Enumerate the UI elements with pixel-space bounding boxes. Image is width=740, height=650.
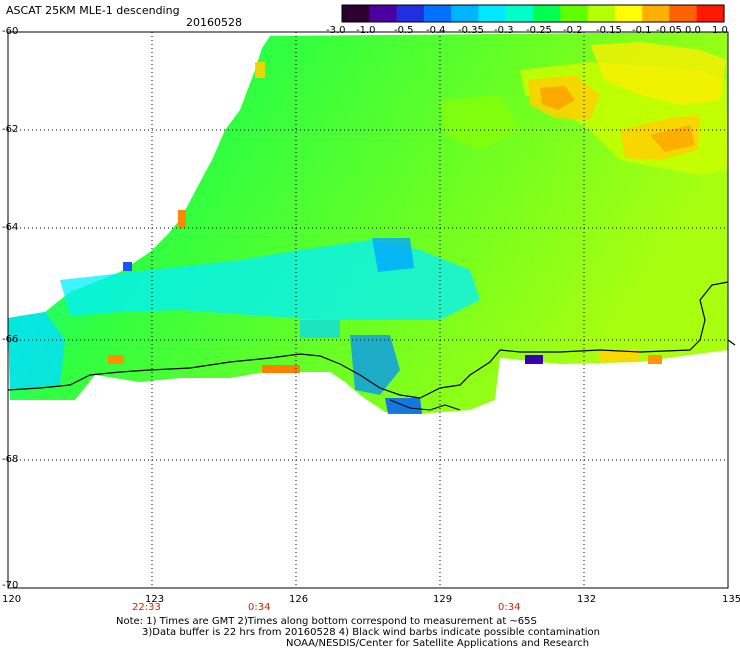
lat-label: -62: [2, 124, 19, 135]
colorbar-swatch: [614, 5, 643, 22]
colorbar-label: -0.3: [494, 25, 514, 36]
colorbar-swatch: [451, 5, 480, 22]
plot-frame: [7, 31, 729, 589]
lon-label: 126: [289, 594, 309, 605]
time-label: 22:33: [132, 602, 161, 613]
gridlines: [8, 32, 728, 588]
colorbar-swatch: [396, 5, 425, 22]
colorbar-swatch: [642, 5, 671, 22]
lat-label: -70: [2, 580, 19, 591]
colorbar: [341, 4, 725, 23]
colorbar-swatch: [560, 5, 589, 22]
note-line-1: Note: 1) Times are GMT 2)Times along bot…: [116, 616, 537, 627]
colorbar-label: 1.0: [712, 25, 728, 36]
lat-label: -68: [2, 454, 19, 465]
time-label: 0:34: [498, 602, 521, 613]
coastline: [7, 281, 736, 399]
colorbar-label: -3.0: [326, 25, 346, 36]
colorbar-swatch: [587, 5, 616, 22]
coastline-detail: [389, 399, 461, 411]
colorbar-label: -0.35: [458, 25, 484, 36]
time-label: 0:34: [248, 602, 271, 613]
lon-label: 132: [577, 594, 597, 605]
data-field: [8, 32, 728, 414]
note-line-3: NOAA/NESDIS/Center for Satellite Applica…: [286, 638, 590, 649]
colorbar-label: -0.2: [563, 25, 583, 36]
colorbar-label: -0.4: [426, 25, 446, 36]
colorbar-swatch: [342, 5, 370, 22]
colorbar-swatch: [478, 5, 507, 22]
colorbar-label: -0.15: [596, 25, 622, 36]
colorbar-label: -0.5: [394, 25, 414, 36]
colorbar-swatch: [423, 5, 452, 22]
colorbar-label: -1.0: [356, 25, 376, 36]
lon-label: 129: [433, 594, 453, 605]
colorbar-label: -0.25: [526, 25, 552, 36]
colorbar-swatch: [669, 5, 698, 22]
plot-date: 20160528: [186, 16, 242, 29]
lat-label: -60: [2, 26, 19, 37]
colorbar-label: -0.1: [632, 25, 652, 36]
lon-label: 123: [145, 594, 165, 605]
note-line-2: 3)Data buffer is 22 hrs from 20160528 4)…: [142, 627, 600, 638]
colorbar-swatch: [696, 5, 725, 22]
colorbar-swatch: [505, 5, 534, 22]
colorbar-label: 0.0: [685, 25, 701, 36]
colorbar-swatch: [369, 5, 398, 22]
plot-title: ASCAT 25KM MLE-1 descending: [6, 4, 180, 17]
lat-label: -64: [2, 222, 19, 233]
lat-label: -66: [2, 334, 19, 345]
colorbar-swatch: [533, 5, 561, 22]
lon-label: 135: [722, 594, 740, 605]
lon-label: 120: [2, 594, 22, 605]
colorbar-label: -0.05: [656, 25, 682, 36]
colorbar-border: [341, 4, 725, 23]
